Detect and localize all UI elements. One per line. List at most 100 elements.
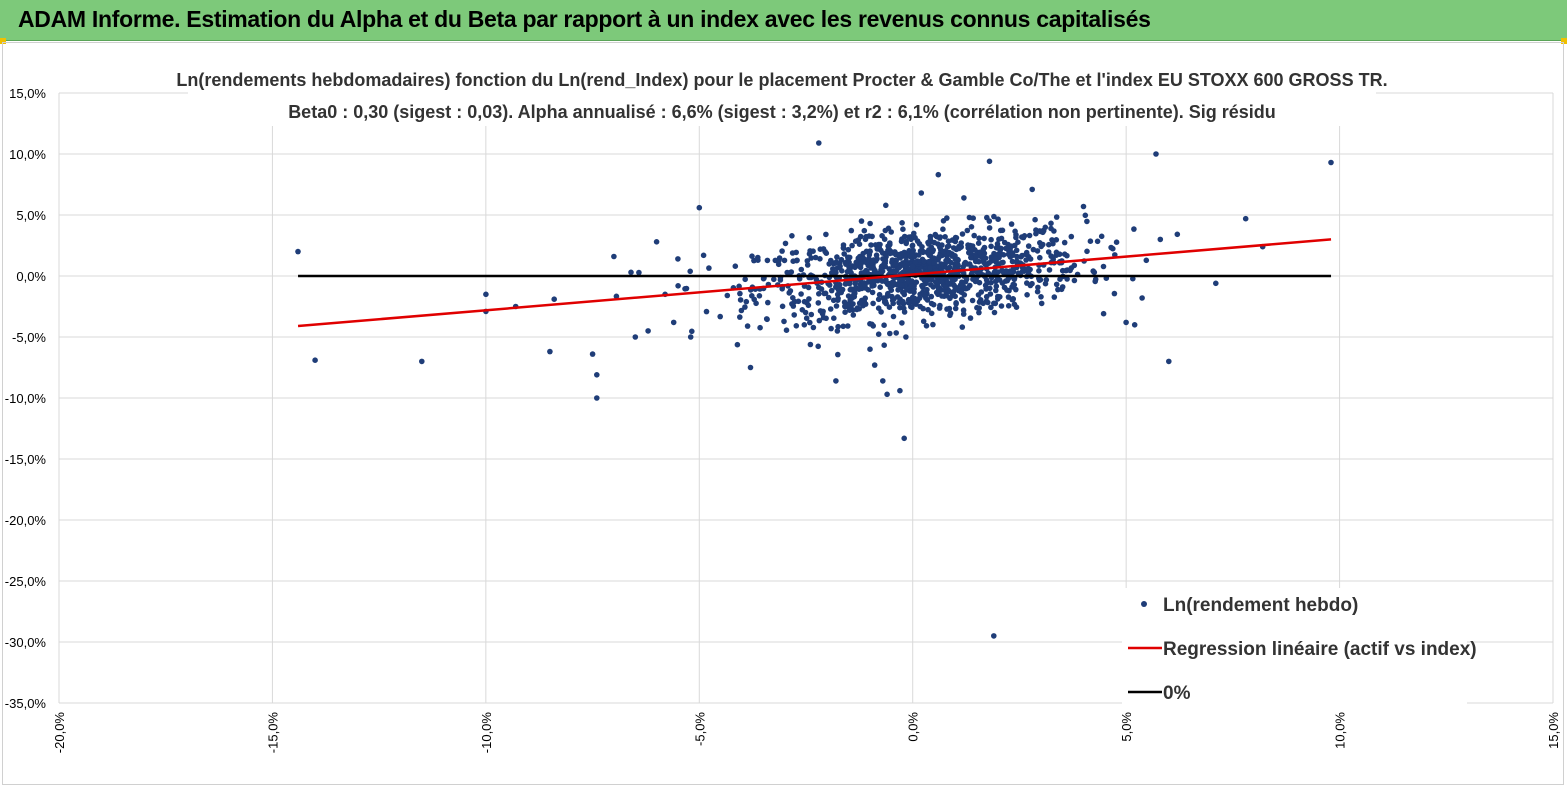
data-point <box>1080 203 1087 210</box>
data-point <box>1051 294 1058 300</box>
data-point <box>742 276 748 283</box>
data-point <box>801 298 808 305</box>
legend-scatter-label: Ln(rendement hebdo) <box>1163 595 1358 616</box>
data-point <box>781 318 787 325</box>
data-point <box>1131 226 1137 232</box>
data-point <box>991 213 997 220</box>
data-point <box>1038 294 1044 300</box>
data-point <box>841 251 847 257</box>
data-point <box>812 254 819 261</box>
data-point <box>763 316 770 322</box>
data-point <box>834 254 840 260</box>
data-point <box>757 324 763 331</box>
data-point <box>861 269 867 276</box>
data-point <box>881 299 888 305</box>
data-point <box>995 216 1001 222</box>
data-point <box>852 238 859 244</box>
x-tick-label: 10,0% <box>1333 712 1348 749</box>
data-point <box>1061 239 1068 246</box>
data-point <box>928 282 934 288</box>
data-point <box>928 300 935 307</box>
data-point <box>1004 277 1011 284</box>
data-point <box>968 224 975 230</box>
data-point <box>724 292 731 299</box>
data-point <box>1042 280 1049 287</box>
data-point <box>854 305 861 311</box>
title-background <box>188 62 1376 126</box>
data-point <box>943 284 950 290</box>
data-point <box>986 158 993 165</box>
data-point <box>831 315 837 322</box>
data-point <box>927 265 933 271</box>
data-point <box>551 296 557 303</box>
data-point <box>948 259 954 266</box>
data-point <box>1091 269 1098 276</box>
data-point <box>987 291 994 297</box>
data-point <box>976 309 982 316</box>
data-point <box>1166 358 1172 365</box>
data-point <box>737 314 743 320</box>
data-point <box>980 246 987 253</box>
data-point <box>743 298 750 305</box>
data-point <box>1153 151 1159 157</box>
data-point <box>817 246 824 252</box>
data-point <box>897 252 904 259</box>
data-point <box>861 227 868 234</box>
data-point <box>835 323 841 330</box>
data-point <box>1057 276 1063 283</box>
data-point <box>937 302 943 309</box>
data-point <box>924 286 930 293</box>
data-point <box>928 310 935 317</box>
data-point <box>942 234 948 240</box>
data-point <box>949 276 955 282</box>
data-point <box>1048 225 1054 232</box>
data-point <box>905 299 912 306</box>
data-point <box>878 264 885 270</box>
legend-regression-label: Regression linéaire (actif vs index) <box>1163 639 1477 660</box>
data-point <box>890 300 896 307</box>
data-point <box>887 240 893 246</box>
data-point <box>935 291 941 298</box>
report-banner: ADAM Informe. Estimation du Alpha et du … <box>0 0 1567 41</box>
data-point <box>937 252 943 259</box>
data-point <box>1008 221 1015 227</box>
data-point <box>932 279 939 285</box>
data-point <box>879 250 886 256</box>
data-point <box>986 225 993 231</box>
data-point <box>951 282 957 289</box>
data-point <box>909 263 916 270</box>
data-point <box>700 252 707 259</box>
data-point <box>804 262 811 268</box>
data-point <box>965 285 971 291</box>
data-point <box>789 250 796 256</box>
data-point <box>959 324 966 330</box>
data-point <box>845 323 851 329</box>
data-point <box>1059 284 1066 290</box>
data-point <box>1087 238 1094 244</box>
data-point <box>611 253 617 260</box>
data-point <box>805 302 812 309</box>
data-point <box>806 251 813 257</box>
data-point <box>830 297 837 304</box>
data-point <box>846 280 853 287</box>
data-point <box>938 279 945 285</box>
data-point <box>958 289 965 296</box>
data-point <box>798 266 805 273</box>
data-point <box>706 265 712 271</box>
data-point <box>899 320 905 326</box>
data-point <box>689 328 695 335</box>
data-point <box>1053 237 1060 243</box>
data-point <box>833 259 840 266</box>
data-point <box>776 257 782 264</box>
data-point <box>856 286 862 293</box>
data-point <box>884 391 890 398</box>
data-point <box>882 260 888 267</box>
chart-title-line2: Beta0 : 0,30 (sigest : 0,03). Alpha annu… <box>288 102 1276 122</box>
data-point <box>483 291 489 298</box>
data-point <box>925 241 932 247</box>
data-point <box>1030 246 1037 253</box>
data-point <box>802 309 809 316</box>
y-tick-label: 10,0% <box>9 147 46 162</box>
data-point <box>1013 304 1020 311</box>
